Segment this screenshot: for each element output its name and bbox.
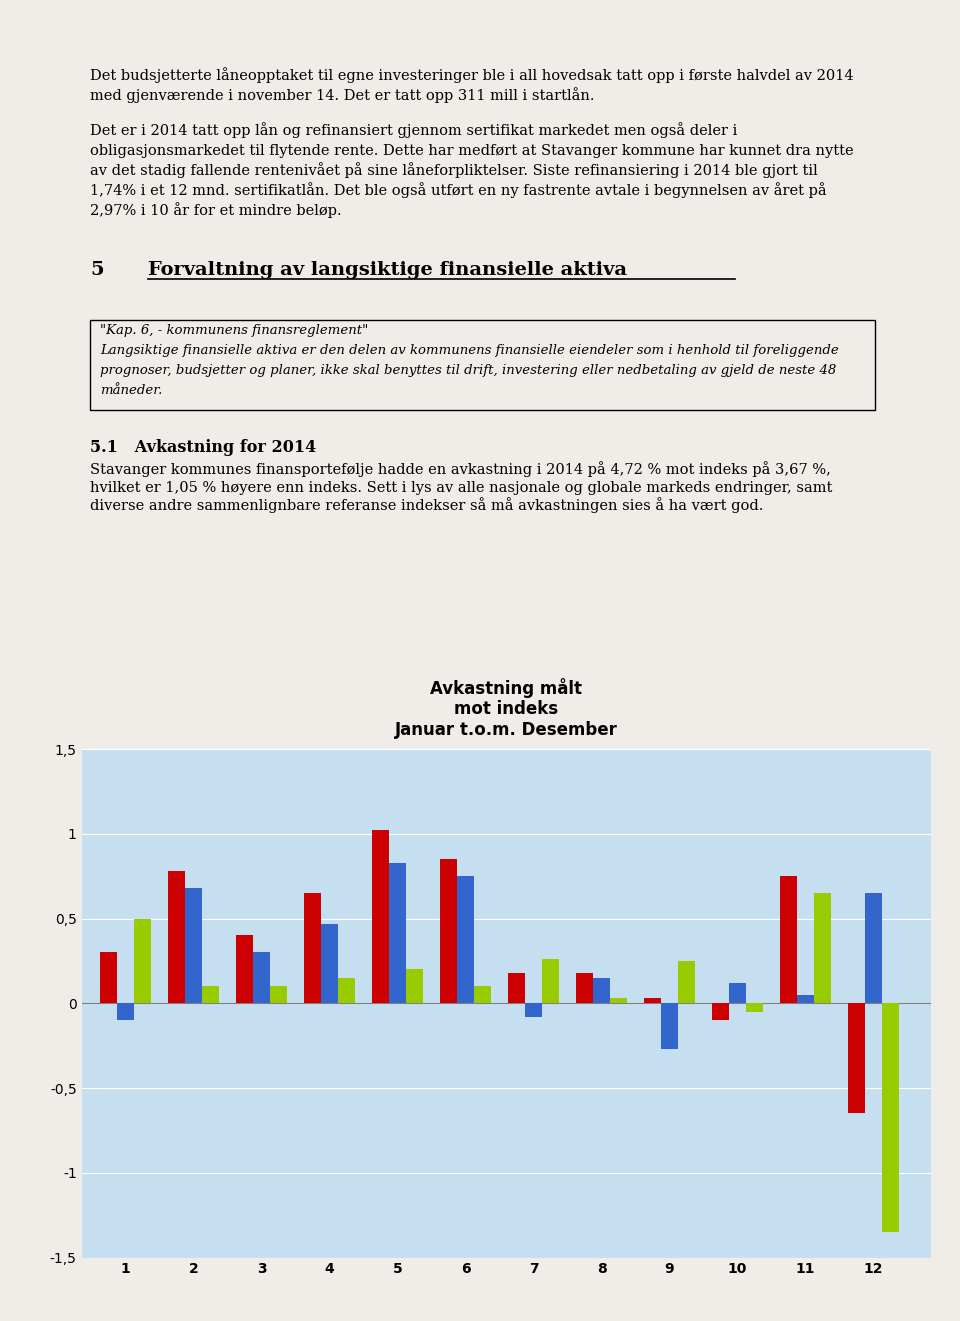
Text: Forvaltning av langsiktige finansielle aktiva: Forvaltning av langsiktige finansielle a… (148, 262, 627, 279)
Text: av det stadig fallende rentenivået på sine låneforpliktelser. Siste refinansieri: av det stadig fallende rentenivået på si… (90, 162, 818, 178)
Bar (134, 918, 152, 1004)
Bar (100, 952, 117, 1004)
Text: 5: 5 (90, 262, 104, 279)
Bar (644, 999, 661, 1004)
Text: Langsiktige finansielle aktiva er den delen av kommunens finansielle eiendeler s: Langsiktige finansielle aktiva er den de… (100, 343, 839, 357)
Bar (678, 960, 695, 1004)
Bar (270, 987, 287, 1004)
Bar (322, 923, 338, 1004)
Text: Stavanger kommunes finansportefølje hadde en avkastning i 2014 på 4,72 % mot ind: Stavanger kommunes finansportefølje hadd… (90, 461, 830, 477)
Bar (576, 972, 593, 1004)
Bar (593, 978, 610, 1004)
Bar (542, 959, 559, 1004)
Bar (338, 978, 355, 1004)
Bar (882, 1004, 899, 1232)
Text: diverse andre sammenlignbare referanse indekser så må avkastningen sies å ha vær: diverse andre sammenlignbare referanse i… (90, 497, 763, 513)
Bar (90, 320, 875, 410)
Bar (746, 1004, 763, 1012)
Text: med gjenværende i november 14. Det er tatt opp 311 mill i startlån.: med gjenværende i november 14. Det er ta… (90, 87, 594, 103)
Text: 2,97% i 10 år for et mindre beløp.: 2,97% i 10 år for et mindre beløp. (90, 202, 342, 218)
Text: 5.1   Avkastning for 2014: 5.1 Avkastning for 2014 (90, 439, 316, 456)
Bar (729, 983, 746, 1004)
Text: måneder.: måneder. (100, 384, 162, 398)
Bar (168, 871, 185, 1004)
Bar (185, 888, 203, 1004)
Bar (474, 987, 492, 1004)
Bar (814, 893, 831, 1004)
Text: prognoser, budsjetter og planer, ikke skal benyttes til drift, investering eller: prognoser, budsjetter og planer, ikke sk… (100, 365, 836, 376)
Bar (406, 970, 423, 1004)
Bar (780, 876, 797, 1004)
Bar (117, 1004, 134, 1020)
Bar (253, 952, 270, 1004)
Bar (865, 893, 882, 1004)
Bar (712, 1004, 729, 1020)
Text: Det er i 2014 tatt opp lån og refinansiert gjennom sertifikat markedet men også : Det er i 2014 tatt opp lån og refinansie… (90, 122, 737, 137)
Bar (508, 972, 525, 1004)
Text: 1,74% i et 12 mnd. sertifikatlån. Det ble også utført en ny fastrente avtale i b: 1,74% i et 12 mnd. sertifikatlån. Det bl… (90, 182, 827, 198)
Title: Avkastning målt
mot indeks
Januar t.o.m. Desember: Avkastning målt mot indeks Januar t.o.m.… (395, 678, 618, 740)
Bar (304, 893, 322, 1004)
Text: "Kap. 6, - kommunens finansreglement": "Kap. 6, - kommunens finansreglement" (100, 324, 369, 337)
Bar (610, 999, 627, 1004)
Bar (797, 995, 814, 1004)
Bar (457, 876, 474, 1004)
Bar (389, 863, 406, 1004)
Bar (525, 1004, 542, 1017)
Bar (203, 987, 219, 1004)
Bar (848, 1004, 865, 1114)
Text: obligasjonsmarkedet til flytende rente. Dette har medført at Stavanger kommune h: obligasjonsmarkedet til flytende rente. … (90, 144, 853, 159)
Bar (661, 1004, 678, 1049)
Bar (440, 859, 457, 1004)
Bar (372, 831, 389, 1004)
Bar (236, 935, 253, 1004)
Text: Det budsjetterte låneopptaket til egne investeringer ble i all hovedsak tatt opp: Det budsjetterte låneopptaket til egne i… (90, 67, 853, 83)
Text: hvilket er 1,05 % høyere enn indeks. Sett i lys av alle nasjonale og globale mar: hvilket er 1,05 % høyere enn indeks. Set… (90, 481, 832, 495)
